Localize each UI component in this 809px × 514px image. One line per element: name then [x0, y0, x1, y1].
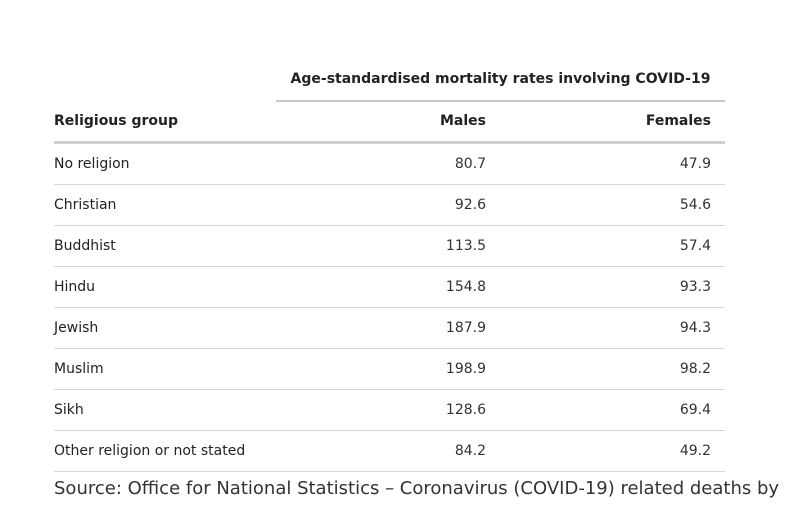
row-group: Christian: [54, 197, 117, 213]
row-females: 69.4: [679, 402, 711, 418]
table-row: Other religion or not stated 84.2 49.2: [54, 431, 725, 472]
column-header-females: Females: [645, 113, 711, 129]
table-row: Hindu 154.8 93.3: [54, 267, 725, 308]
column-header-religious-group: Religious group: [54, 113, 179, 129]
row-group: Jewish: [54, 320, 99, 336]
row-males: 113.5: [445, 238, 486, 254]
table-row: No religion 80.7 47.9: [54, 144, 725, 185]
row-group: Muslim: [54, 361, 104, 377]
row-males: 128.6: [445, 402, 486, 418]
row-males: 84.2: [454, 443, 486, 459]
row-females: 57.4: [679, 238, 711, 254]
row-females: 47.9: [679, 156, 711, 172]
row-females: 94.3: [679, 320, 711, 336]
row-males: 80.7: [454, 156, 486, 172]
row-males: 92.6: [454, 197, 486, 213]
row-group: No religion: [54, 156, 130, 172]
table-row: Buddhist 113.5 57.4: [54, 226, 725, 267]
row-group: Hindu: [54, 279, 96, 295]
group-header: Age-standardised mortality rates involvi…: [276, 68, 725, 102]
row-group: Sikh: [54, 402, 84, 418]
table-row: Christian 92.6 54.6: [54, 185, 725, 226]
table-row: Jewish 187.9 94.3: [54, 308, 725, 349]
table-row: Sikh 128.6 69.4: [54, 390, 725, 431]
row-females: 93.3: [679, 279, 711, 295]
row-males: 154.8: [445, 279, 486, 295]
column-header-males: Males: [439, 113, 486, 129]
row-group: Buddhist: [54, 238, 116, 254]
row-females: 54.6: [679, 197, 711, 213]
table-row: Muslim 198.9 98.2: [54, 349, 725, 390]
source-caption: Source: Office for National Statistics –…: [54, 478, 780, 499]
row-males: 198.9: [445, 361, 486, 377]
row-males: 187.9: [445, 320, 486, 336]
row-group: Other religion or not stated: [54, 443, 246, 459]
mortality-table: Age-standardised mortality rates involvi…: [54, 68, 725, 472]
row-females: 49.2: [679, 443, 711, 459]
column-header-row: Religious group Males Females: [54, 101, 725, 144]
row-females: 98.2: [679, 361, 711, 377]
group-header-row: Age-standardised mortality rates involvi…: [54, 68, 725, 102]
